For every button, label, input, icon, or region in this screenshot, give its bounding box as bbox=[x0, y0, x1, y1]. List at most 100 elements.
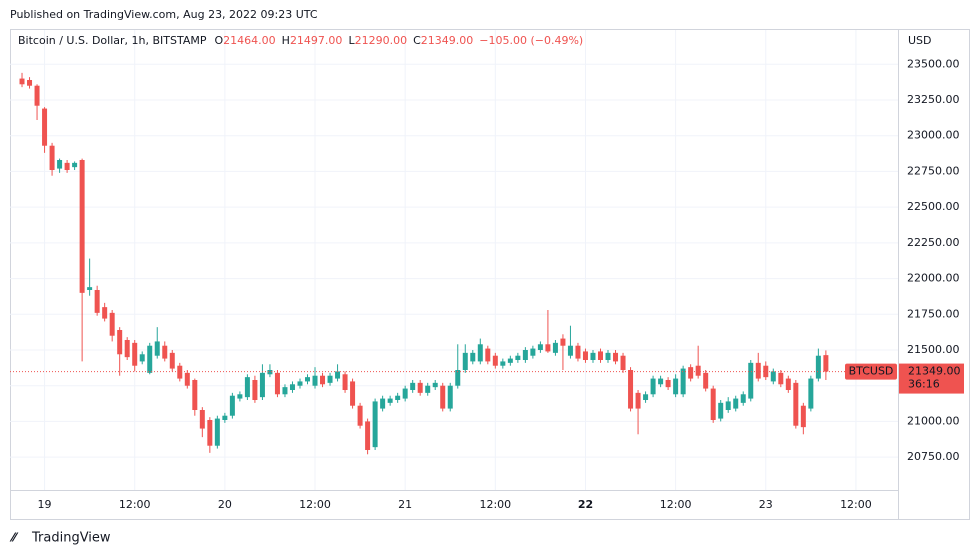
candle-body bbox=[552, 342, 558, 353]
candle-body bbox=[162, 345, 168, 359]
candle-body bbox=[402, 388, 408, 399]
candle-body bbox=[335, 371, 341, 379]
candle-body bbox=[650, 378, 656, 395]
candle-body bbox=[184, 372, 190, 386]
candle-body bbox=[582, 351, 588, 360]
x-tick-label: 23 bbox=[759, 498, 773, 511]
candle-body bbox=[462, 352, 468, 370]
candle-body bbox=[297, 381, 303, 386]
y-tick-label: 22750.00 bbox=[907, 164, 960, 177]
candle-body bbox=[357, 405, 363, 426]
candle-body bbox=[252, 380, 258, 400]
candle-body bbox=[417, 382, 423, 393]
candle-body bbox=[455, 370, 461, 386]
symbol-description: Bitcoin / U.S. Dollar, 1h, BITSTAMP bbox=[18, 34, 207, 47]
x-tick-label: 12:00 bbox=[840, 498, 872, 511]
candle-body bbox=[267, 370, 273, 375]
candle-body bbox=[380, 398, 386, 409]
x-tick-label: 12:00 bbox=[299, 498, 331, 511]
y-tick-label: 22500.00 bbox=[907, 200, 960, 213]
candle-body bbox=[154, 341, 160, 356]
price-tag bbox=[899, 363, 964, 394]
candle-body bbox=[575, 345, 581, 359]
candle-body bbox=[132, 342, 138, 366]
stat-value: 21290.00 bbox=[355, 34, 408, 47]
candle-body bbox=[808, 378, 814, 409]
stat-label: C bbox=[413, 34, 421, 47]
candle-body bbox=[365, 421, 371, 450]
x-tick-label: 12:00 bbox=[660, 498, 692, 511]
candle-body bbox=[177, 365, 183, 379]
candle-body bbox=[545, 344, 551, 352]
candle-body bbox=[214, 418, 220, 446]
candle-body bbox=[718, 402, 724, 419]
candle-body bbox=[635, 392, 641, 409]
candle-body bbox=[64, 162, 70, 170]
y-tick-label: 21750.00 bbox=[907, 307, 960, 320]
candle-body bbox=[530, 348, 536, 356]
candle-body bbox=[425, 385, 431, 393]
candle-body bbox=[673, 378, 679, 395]
published-note: Published on TradingView.com, Aug 23, 20… bbox=[10, 8, 318, 21]
candle-body bbox=[695, 365, 701, 376]
candle-body bbox=[823, 355, 829, 372]
symbol-tag bbox=[845, 363, 897, 380]
candle-body bbox=[597, 351, 603, 360]
candle-body bbox=[124, 340, 130, 358]
price-tag-value: 21349.00 bbox=[908, 365, 961, 378]
candle-body bbox=[34, 85, 40, 106]
stat-label: H bbox=[282, 34, 290, 47]
x-tick-label: 22 bbox=[578, 498, 593, 511]
candle-body bbox=[289, 384, 295, 390]
stat-label: L bbox=[348, 34, 355, 47]
stat-value: 21497.00 bbox=[290, 34, 343, 47]
candle-body bbox=[27, 80, 33, 86]
candle-body bbox=[703, 372, 709, 389]
candle-body bbox=[748, 362, 754, 399]
candle-body bbox=[613, 352, 619, 362]
candle-body bbox=[342, 374, 348, 390]
currency: USD bbox=[908, 34, 932, 47]
candle-body bbox=[620, 355, 626, 370]
symbol-tag-text: BTCUSD bbox=[849, 365, 894, 378]
candle-body bbox=[770, 371, 776, 382]
y-tick-label: 23250.00 bbox=[907, 93, 960, 106]
chart-title: Bitcoin / U.S. Dollar, 1h, BITSTAMP O2146… bbox=[18, 34, 583, 47]
candle-body bbox=[169, 352, 175, 369]
candles bbox=[10, 72, 898, 455]
candle-body bbox=[49, 145, 55, 170]
candle-body bbox=[688, 367, 694, 379]
candle-body bbox=[432, 382, 438, 388]
candle-body bbox=[282, 387, 288, 395]
candle-body bbox=[229, 395, 235, 416]
stat-value: 21464.00 bbox=[223, 34, 276, 47]
candle-body bbox=[710, 388, 716, 420]
candle-body bbox=[395, 395, 401, 400]
footer-logo: ⁄⁄ bbox=[9, 531, 19, 545]
candle-body bbox=[665, 380, 671, 388]
price-tag-countdown: 36:16 bbox=[908, 378, 940, 391]
candle-body bbox=[492, 355, 498, 366]
x-tick-label: 12:00 bbox=[479, 498, 511, 511]
candle-body bbox=[350, 381, 356, 406]
candle-body bbox=[192, 380, 198, 410]
candle-body bbox=[72, 162, 78, 168]
candle-body bbox=[755, 362, 761, 379]
candle-body bbox=[199, 410, 205, 429]
candle-body bbox=[522, 350, 528, 360]
candle-body bbox=[102, 307, 108, 319]
candle-body bbox=[305, 377, 311, 382]
y-tick-label: 22000.00 bbox=[907, 272, 960, 285]
candle-body bbox=[320, 375, 326, 385]
candle-body bbox=[222, 415, 228, 420]
candle-body bbox=[725, 401, 731, 410]
candle-body bbox=[447, 385, 453, 409]
candle-body bbox=[485, 348, 491, 362]
candle-body bbox=[740, 394, 746, 403]
candle-body bbox=[274, 372, 280, 395]
candle-body bbox=[778, 372, 784, 385]
candle-body bbox=[244, 377, 250, 398]
y-tick-label: 23000.00 bbox=[907, 129, 960, 142]
